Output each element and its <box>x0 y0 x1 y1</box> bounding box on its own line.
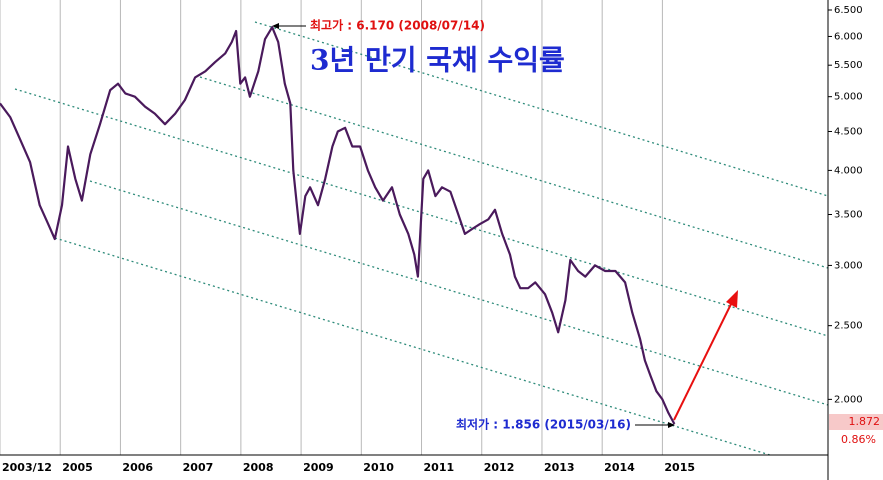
x-tick-label: 2013 <box>544 461 575 474</box>
y-tick-label: 4.500 <box>834 126 863 137</box>
x-tick-label: 2014 <box>604 461 635 474</box>
change-percent: 0.86% <box>841 433 876 446</box>
annotation-arrowhead <box>668 422 675 428</box>
x-tick-label: 2010 <box>363 461 394 474</box>
x-tick-label: 2005 <box>62 461 93 474</box>
trend-line <box>89 180 829 406</box>
y-tick-label: 5.500 <box>834 60 863 71</box>
x-tick-label: 2011 <box>424 461 455 474</box>
y-tick-label: 3.500 <box>834 210 863 221</box>
x-tick-label: 2012 <box>484 461 515 474</box>
forecast-arrowhead <box>726 290 738 308</box>
y-tick-label: 6.500 <box>834 5 863 16</box>
y-tick-label: 4.000 <box>834 165 863 176</box>
y-tick-label: 2.500 <box>834 321 863 332</box>
y-tick-label: 3.000 <box>834 260 863 271</box>
x-tick-label: 2008 <box>243 461 274 474</box>
price-line <box>0 26 676 425</box>
x-tick-label: 2006 <box>122 461 153 474</box>
x-tick-label: 2009 <box>303 461 334 474</box>
chart-title: 3년 만기 국채 수익률 <box>310 44 565 77</box>
last-price-box <box>829 414 883 430</box>
x-tick-label: 2007 <box>183 461 214 474</box>
y-tick-label: 5.000 <box>834 92 863 103</box>
trend-line <box>14 88 829 337</box>
y-tick-label: 2.000 <box>834 394 863 405</box>
forecast-arrow <box>673 297 735 421</box>
annotation-arrowhead <box>272 23 279 29</box>
high-annotation: 최고가 : 6.170 (2008/07/14) <box>310 18 485 33</box>
x-tick-label: 2003/12 <box>2 461 52 474</box>
plot-area <box>0 0 828 455</box>
low-annotation: 최저가 : 1.856 (2015/03/16) <box>456 417 631 432</box>
last-price: 1.872 <box>849 415 881 428</box>
trend-channel <box>14 21 829 456</box>
y-tick-label: 6.000 <box>834 31 863 42</box>
x-tick-label: 2015 <box>664 461 695 474</box>
